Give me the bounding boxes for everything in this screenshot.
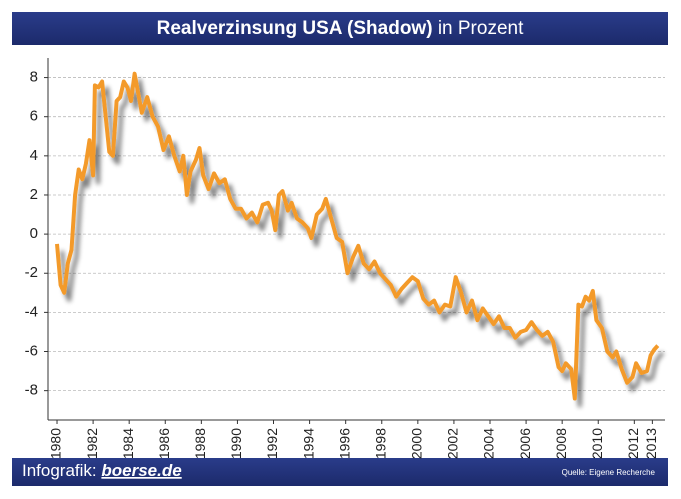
chart-title: Realverzinsung USA (Shadow) in Prozent [157, 18, 524, 39]
x-tick-label: 1980 [48, 428, 64, 459]
x-tick-label: 2013 [643, 428, 659, 459]
x-tick-label: 1996 [336, 428, 352, 459]
x-tick-label: 1994 [300, 428, 316, 459]
footer-bar [12, 458, 668, 486]
title-main: Realverzinsung USA (Shadow) [157, 18, 433, 39]
x-tick-label: 1984 [120, 428, 136, 459]
footer-label: Infografik: [22, 461, 97, 480]
footer-brand: boerse.de [101, 461, 181, 480]
x-tick-label: 2008 [553, 428, 569, 459]
x-tick-label: 1988 [192, 428, 208, 459]
y-tick-label: -4 [25, 303, 38, 320]
y-tick-label: 2 [30, 186, 38, 203]
y-tick-label: 8 [30, 69, 38, 86]
x-tick-label: 1982 [84, 428, 100, 459]
y-tick-label: 4 [30, 147, 38, 164]
y-tick-label: -2 [25, 264, 38, 281]
x-tick-label: 1986 [156, 428, 172, 459]
plot-area: -8 -6 -4 -2 0 2 4 6 8 1980 1982 1984 1986 1988 1990 199… [25, 58, 665, 459]
title-bar [12, 12, 668, 45]
x-tick-label: 2006 [517, 428, 533, 459]
line-series [55, 71, 660, 401]
y-tick-label: -6 [25, 342, 38, 359]
x-tick-label: 2010 [589, 428, 605, 459]
title-sub: in Prozent [438, 18, 524, 39]
x-tick-label: 1992 [264, 428, 280, 459]
x-tick-label: 1998 [372, 428, 388, 459]
footer-text: Infografik: boerse.de [22, 461, 182, 480]
y-tick-label: 0 [30, 225, 38, 242]
x-tick-label: 2002 [445, 428, 461, 459]
source-note: Quelle: Eigene Recherche [562, 468, 656, 477]
x-tick-label: 2012 [625, 428, 641, 459]
x-tick-label: 1990 [228, 428, 244, 459]
y-tick-label: 6 [30, 108, 38, 125]
y-tick-label: -8 [25, 382, 38, 399]
x-tick-label: 2004 [481, 428, 497, 459]
x-tick-label: 2000 [409, 428, 425, 459]
